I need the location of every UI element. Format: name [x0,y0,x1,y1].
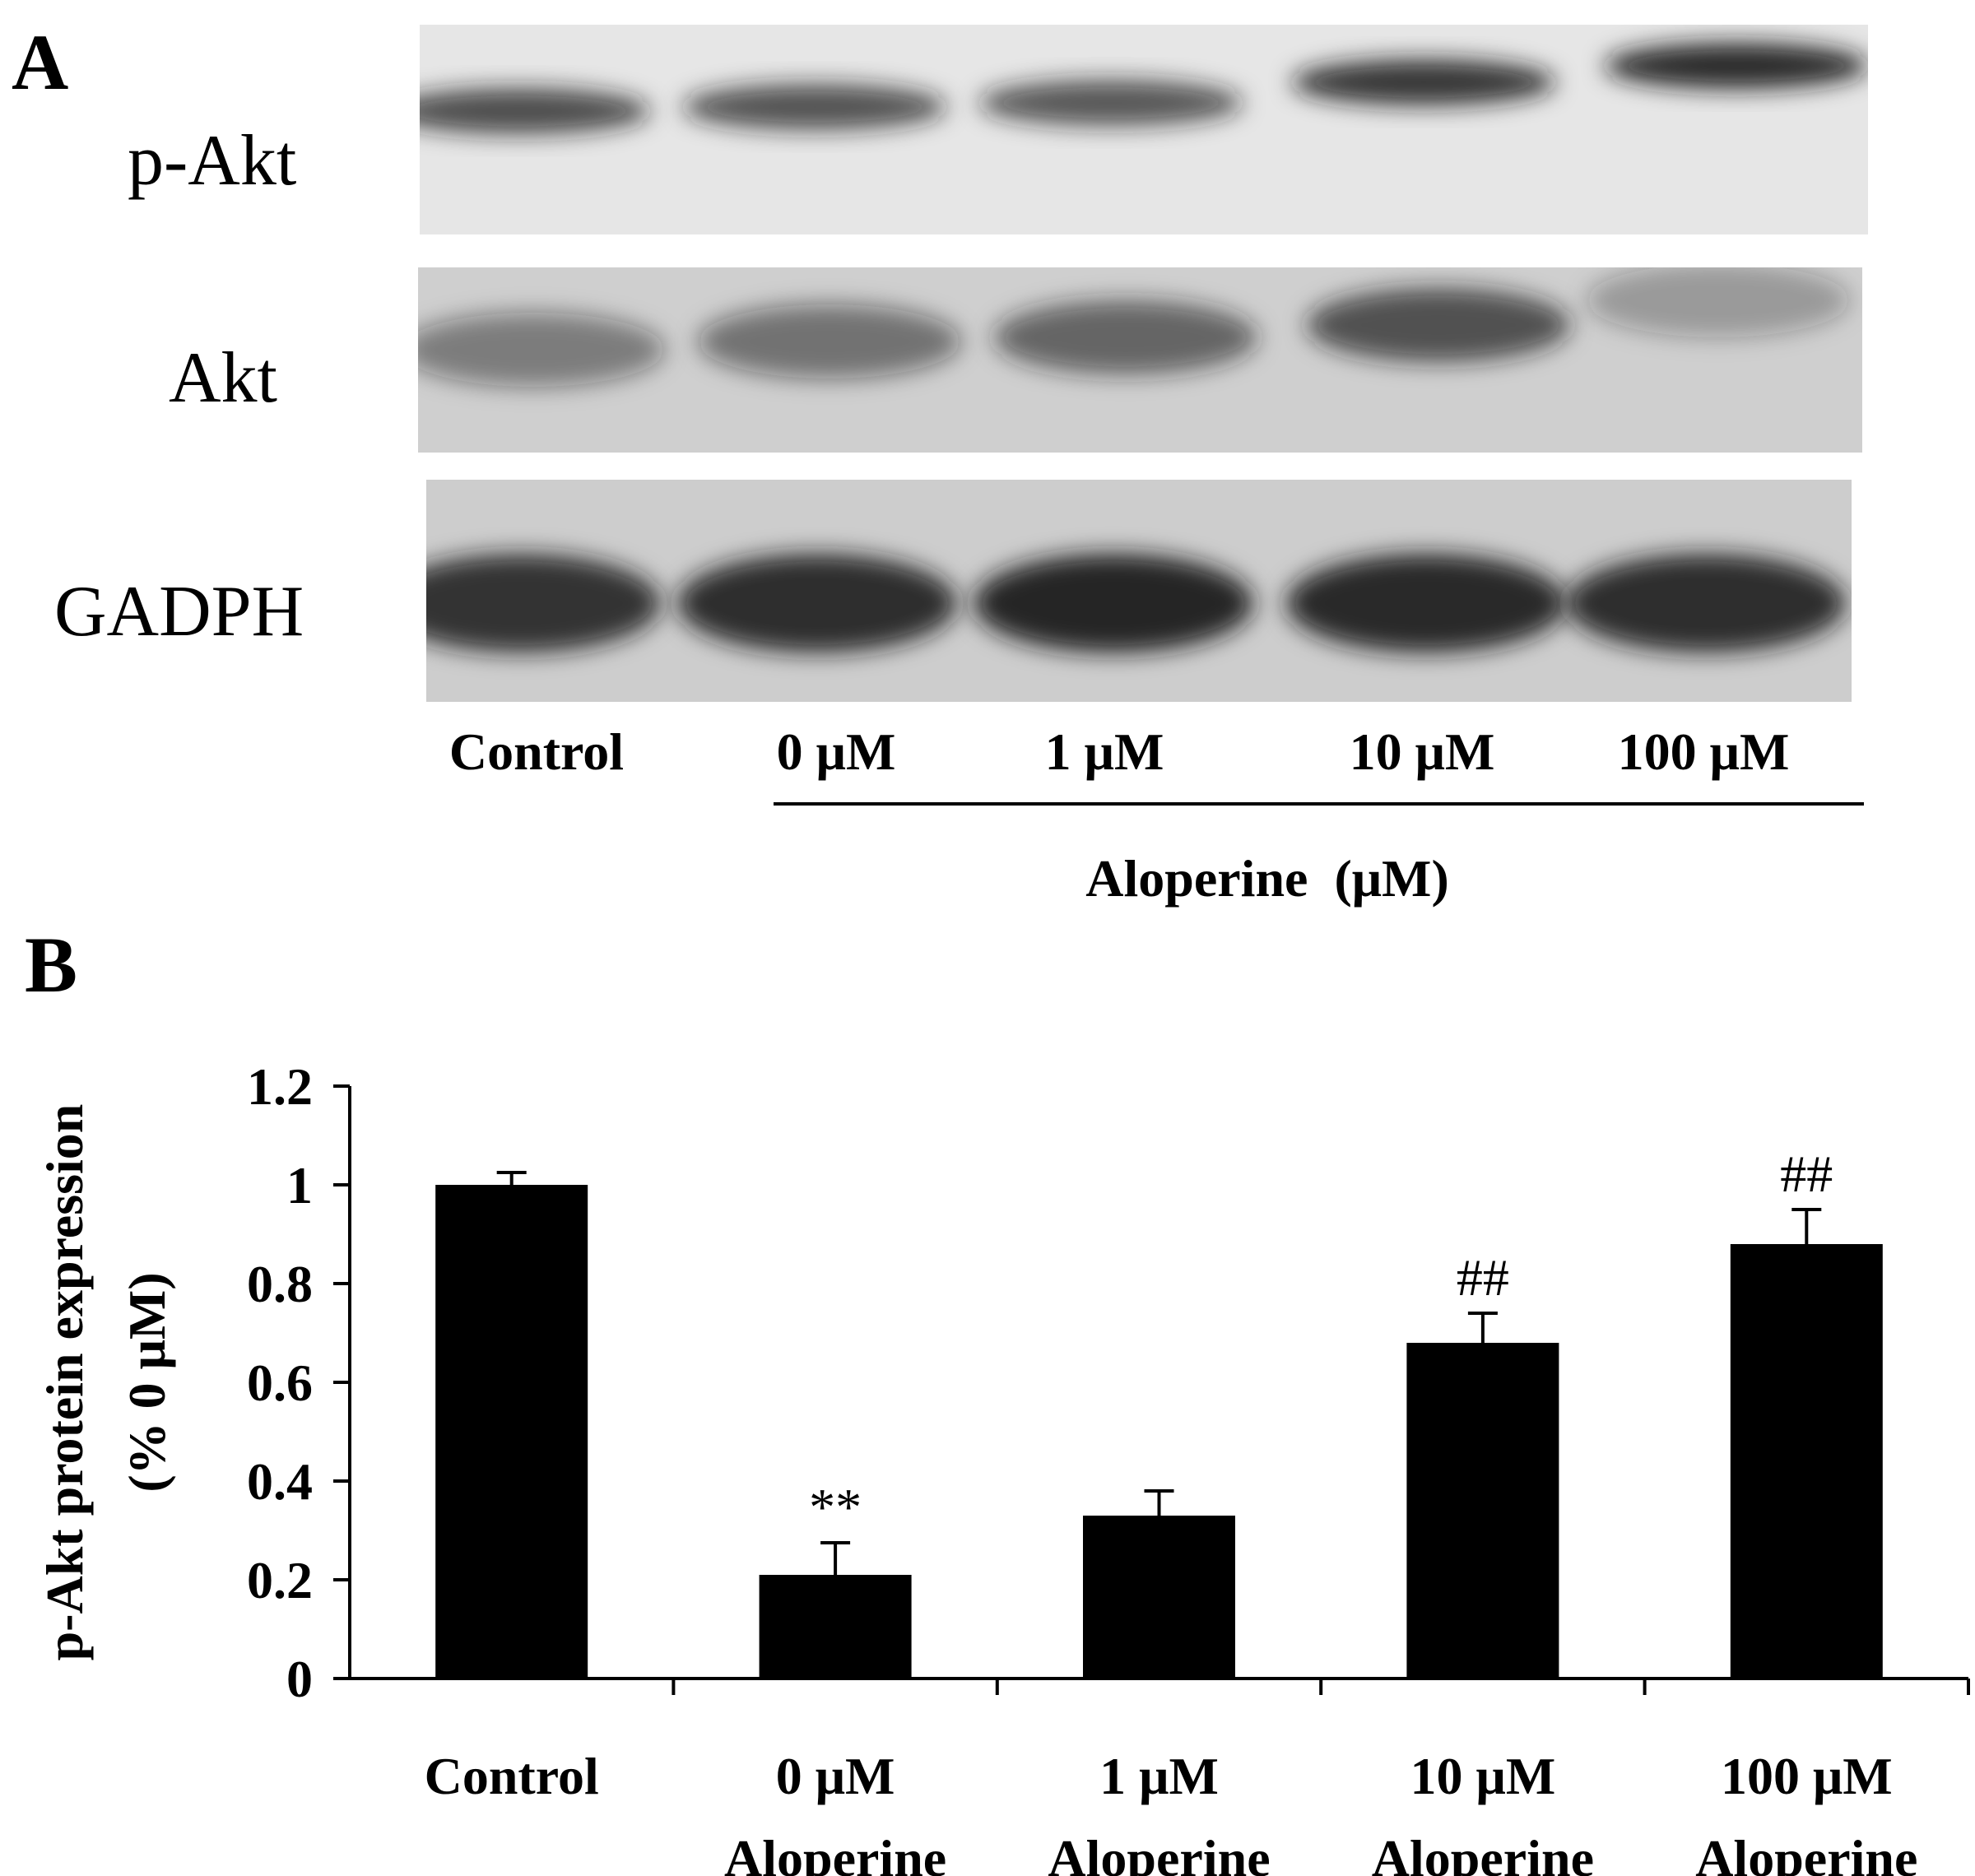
bar [759,1575,912,1679]
bar [1730,1244,1883,1679]
lane-label-control: Control [448,722,625,781]
blot-label-gadph: GADPH [54,572,304,652]
y-tick-label: 0.8 [247,1255,313,1313]
blot-gadph-band-1 [677,554,957,652]
aloperine-group-line [774,802,1864,806]
blot-gadph-band-4 [1566,554,1846,652]
bar [1083,1516,1235,1679]
bar [1406,1343,1559,1679]
y-tick-label: 1 [286,1156,313,1214]
blot-gadph-band-3 [1286,554,1566,652]
y-tick-label: 0.2 [247,1551,313,1609]
x-category-label: Control [425,1747,599,1805]
lane-label-10um: 10 μM [1349,722,1495,781]
x-category-label: Aloperine [1372,1829,1594,1876]
blot-pakt-band-4 [1605,43,1868,89]
blot-akt-band-1 [698,304,961,378]
panel-a-letter: A [12,18,69,106]
blot-label-akt: Akt [169,338,277,418]
y-tick-label: 0.6 [247,1354,313,1412]
blot-akt-band-3 [1307,288,1570,362]
blot-pakt-band-0 [420,88,650,134]
significance-marker: ** [809,1478,862,1536]
blot-akt-band-2 [994,300,1257,374]
lane-label-0um: 0 μM [776,722,896,781]
x-category-label: 10 μM [1410,1747,1556,1805]
x-category-label: Aloperine [1048,1829,1270,1876]
x-category-label: 0 μM [776,1747,895,1805]
blot-gadph [426,480,1852,702]
y-tick-label: 1.2 [247,1057,313,1116]
blot-gadph-band-0 [426,554,661,652]
aloperine-group-label: Aloperine (μM) [1085,849,1449,908]
x-category-label: Aloperine [724,1829,946,1876]
significance-marker: ## [1780,1145,1833,1203]
y-axis-title: p-Akt protein expression [35,1104,94,1661]
significance-marker: ## [1457,1248,1509,1307]
y-axis-subtitle: (% 0 μM) [118,1272,176,1492]
x-category-label: Aloperine [1695,1829,1917,1876]
lane-label-1um: 1 μM [1044,722,1164,781]
blot-label-p-akt: p-Akt [128,121,297,201]
lane-label-100um: 100 μM [1617,722,1790,781]
panel-b-letter: B [25,921,78,1009]
blot-pakt-band-1 [683,84,946,130]
blot-pakt-band-2 [979,80,1243,126]
y-tick-label: 0.4 [247,1452,313,1511]
blot-akt [418,267,1862,453]
blot-gadph-band-2 [974,554,1253,652]
blot-pakt-band-3 [1292,59,1555,105]
blot-akt-band-0 [418,313,665,387]
x-category-label: 1 μM [1099,1747,1219,1805]
x-category-label: 100 μM [1721,1747,1893,1805]
y-tick-label: 0 [286,1650,313,1708]
bar [435,1185,588,1679]
blot-akt-band-4 [1587,267,1850,337]
blot-p-akt [420,25,1868,234]
